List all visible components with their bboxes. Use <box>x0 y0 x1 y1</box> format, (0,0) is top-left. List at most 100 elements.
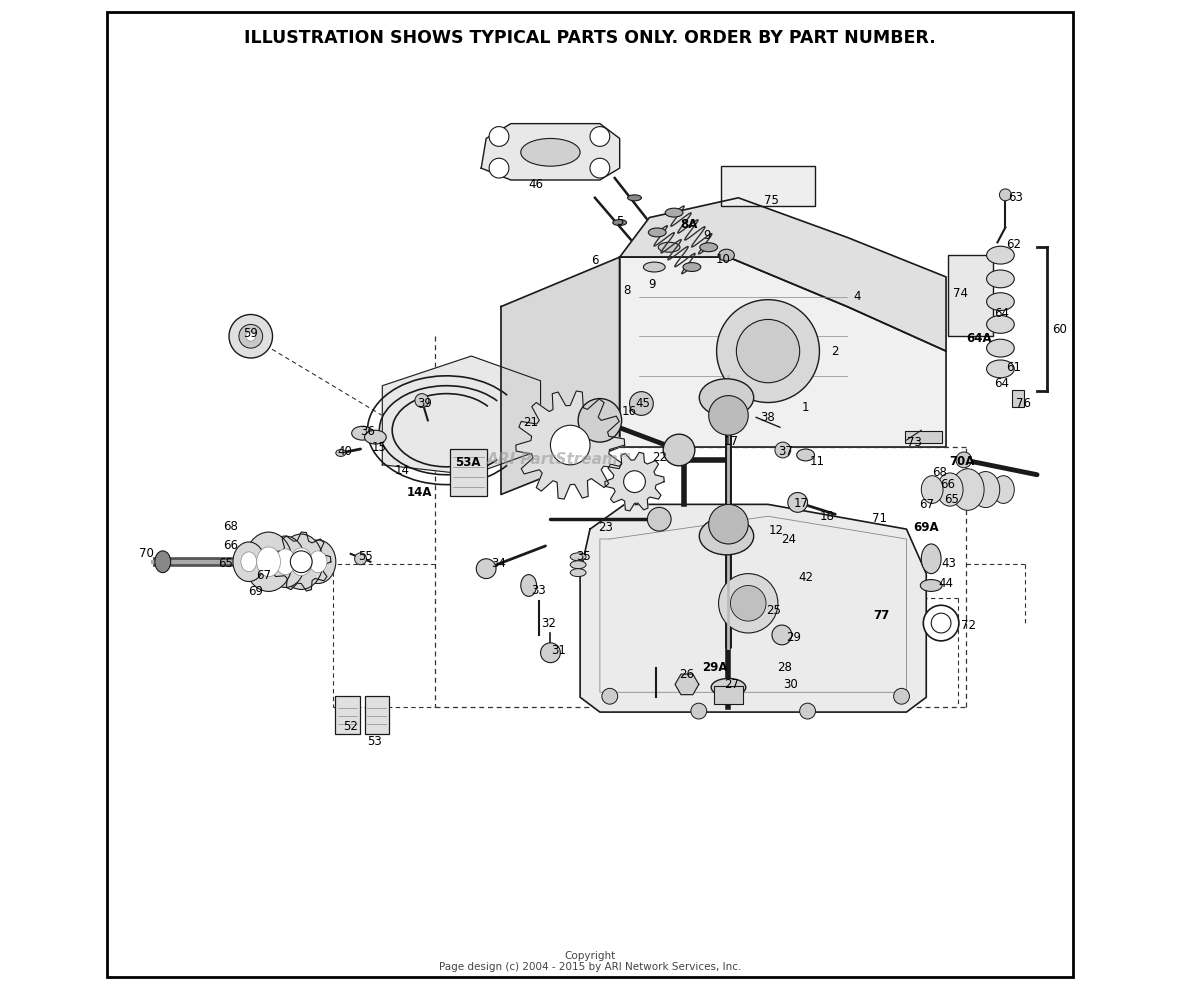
Circle shape <box>229 315 273 358</box>
Circle shape <box>730 585 766 621</box>
Text: 44: 44 <box>938 577 953 590</box>
Text: 31: 31 <box>551 644 565 658</box>
Circle shape <box>490 158 509 178</box>
Text: 42: 42 <box>798 571 813 584</box>
Polygon shape <box>502 257 620 494</box>
Text: 72: 72 <box>962 618 976 632</box>
Circle shape <box>245 331 256 341</box>
Bar <box>905 431 942 443</box>
Ellipse shape <box>266 536 306 587</box>
Polygon shape <box>516 391 624 499</box>
Ellipse shape <box>612 220 627 225</box>
Text: 76: 76 <box>1016 397 1030 410</box>
Text: 1: 1 <box>802 401 809 414</box>
Text: 71: 71 <box>872 511 887 525</box>
Text: 26: 26 <box>680 668 694 681</box>
Circle shape <box>719 574 778 633</box>
Text: 21: 21 <box>523 415 538 429</box>
Text: 68: 68 <box>932 466 946 480</box>
Text: 52: 52 <box>343 720 358 734</box>
Circle shape <box>716 300 819 403</box>
Text: 11: 11 <box>809 455 825 469</box>
Ellipse shape <box>986 246 1015 264</box>
Text: 37: 37 <box>779 445 793 459</box>
Circle shape <box>956 452 972 468</box>
Text: 35: 35 <box>576 550 590 564</box>
Polygon shape <box>620 257 946 447</box>
Bar <box>450 449 487 496</box>
Text: 46: 46 <box>529 178 543 192</box>
Text: 9: 9 <box>703 228 710 242</box>
Text: 6: 6 <box>591 253 598 267</box>
Text: 53: 53 <box>367 735 382 749</box>
Circle shape <box>540 643 560 663</box>
Ellipse shape <box>937 473 963 506</box>
Circle shape <box>788 493 807 512</box>
Text: 25: 25 <box>767 603 781 617</box>
Ellipse shape <box>257 547 281 577</box>
Ellipse shape <box>290 548 312 576</box>
Circle shape <box>290 551 312 573</box>
Text: 8: 8 <box>623 284 630 298</box>
Ellipse shape <box>922 544 942 574</box>
Text: 12: 12 <box>768 523 784 537</box>
Ellipse shape <box>520 575 537 596</box>
Text: 45: 45 <box>635 397 650 410</box>
Ellipse shape <box>986 339 1015 357</box>
Text: 28: 28 <box>778 661 792 674</box>
Text: 77: 77 <box>873 608 890 622</box>
Text: 32: 32 <box>540 616 556 630</box>
Ellipse shape <box>986 270 1015 288</box>
Text: 73: 73 <box>907 435 922 449</box>
Text: 65: 65 <box>218 557 234 571</box>
Ellipse shape <box>648 228 667 237</box>
Ellipse shape <box>643 262 666 272</box>
Text: 15: 15 <box>372 440 387 454</box>
Text: 24: 24 <box>781 532 797 546</box>
Polygon shape <box>675 674 699 694</box>
Text: ILLUSTRATION SHOWS TYPICAL PARTS ONLY. ORDER BY PART NUMBER.: ILLUSTRATION SHOWS TYPICAL PARTS ONLY. O… <box>244 29 936 46</box>
Text: 66: 66 <box>940 478 956 492</box>
Circle shape <box>690 703 707 719</box>
Circle shape <box>800 703 815 719</box>
Text: 34: 34 <box>492 557 506 571</box>
Text: 53A: 53A <box>454 456 480 470</box>
Text: 70A: 70A <box>949 455 975 469</box>
Ellipse shape <box>700 517 754 555</box>
Ellipse shape <box>986 293 1015 311</box>
Text: 66: 66 <box>223 539 238 553</box>
Text: 14A: 14A <box>407 486 433 499</box>
Text: 10: 10 <box>716 252 730 266</box>
Text: 4: 4 <box>853 290 860 304</box>
Text: ARI PartStream™: ARI PartStream™ <box>487 452 634 468</box>
Ellipse shape <box>570 553 586 561</box>
Circle shape <box>772 625 792 645</box>
Text: 36: 36 <box>360 424 375 438</box>
Text: 67: 67 <box>919 497 933 511</box>
Text: 17: 17 <box>794 496 809 510</box>
Ellipse shape <box>796 449 814 461</box>
Ellipse shape <box>280 534 323 589</box>
Text: 43: 43 <box>942 557 957 571</box>
Ellipse shape <box>700 379 754 416</box>
Ellipse shape <box>920 580 942 591</box>
Ellipse shape <box>352 426 373 440</box>
Ellipse shape <box>986 360 1015 378</box>
Circle shape <box>709 396 748 435</box>
Circle shape <box>578 399 622 442</box>
Text: 16: 16 <box>622 405 637 418</box>
Circle shape <box>775 442 791 458</box>
Ellipse shape <box>971 472 999 507</box>
Ellipse shape <box>155 551 171 573</box>
Ellipse shape <box>232 542 264 582</box>
Circle shape <box>893 688 910 704</box>
Ellipse shape <box>719 249 734 261</box>
Ellipse shape <box>700 243 717 252</box>
Text: 14: 14 <box>394 464 409 478</box>
Polygon shape <box>273 532 330 591</box>
Circle shape <box>602 688 617 704</box>
Text: 69A: 69A <box>913 520 939 534</box>
Bar <box>365 696 389 734</box>
Text: 75: 75 <box>763 194 779 208</box>
Text: 59: 59 <box>243 326 258 340</box>
